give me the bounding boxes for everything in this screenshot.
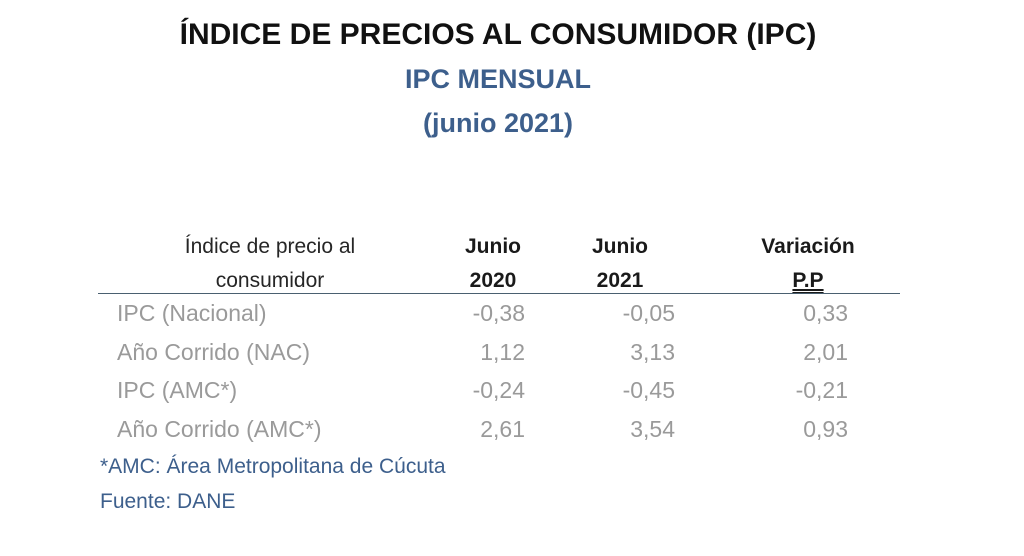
row-value-2021: -0,45 — [622, 377, 675, 403]
row-value-variation: 0,93 — [803, 416, 848, 442]
row-value-2020: -0,38 — [472, 300, 525, 326]
table-row: Año Corrido (NAC) 1,12 3,13 2,01 — [0, 339, 1024, 377]
row-value-2020: 2,61 — [480, 416, 525, 442]
row-label: Año Corrido (NAC) — [117, 339, 310, 365]
amc-footnote: *AMC: Área Metropolitana de Cúcuta — [100, 455, 446, 478]
page-subtitle: IPC MENSUAL — [404, 64, 591, 94]
column-header-label: Índice de precio al consumidor — [120, 230, 420, 298]
row-value-2021: 3,54 — [630, 416, 675, 442]
column-header-june-2020: Junio 2020 — [438, 230, 548, 298]
row-value-2020: -0,24 — [472, 377, 525, 403]
column-header-june-2021-line1: Junio — [592, 235, 648, 258]
row-label: IPC (Nacional) — [117, 300, 267, 326]
period-label: (junio 2021) — [422, 108, 574, 138]
column-header-june-2021-line2: 2021 — [596, 269, 644, 292]
column-header-variation-line2: P.P — [792, 269, 824, 292]
row-label: Año Corrido (AMC*) — [117, 416, 322, 442]
table-row: IPC (AMC*) -0,24 -0,45 -0,21 — [0, 377, 1024, 415]
column-header-june-2021: Junio 2021 — [570, 230, 670, 298]
row-label: IPC (AMC*) — [117, 377, 238, 403]
header-divider — [98, 293, 900, 294]
row-value-2021: 3,13 — [630, 339, 675, 365]
row-value-variation: -0,21 — [795, 377, 848, 403]
column-header-variation: Variación P.P — [728, 230, 888, 298]
row-value-2021: -0,05 — [622, 300, 675, 326]
column-header-variation-line1: Variación — [761, 235, 855, 258]
table-row: Año Corrido (AMC*) 2,61 3,54 0,93 — [0, 416, 1024, 454]
column-header-june-2020-line2: 2020 — [469, 269, 517, 292]
column-header-label-line1: Índice de precio al — [184, 235, 356, 258]
row-value-2020: 1,12 — [480, 339, 525, 365]
table-row: IPC (Nacional) -0,38 -0,05 0,33 — [0, 300, 1024, 338]
source-footnote: Fuente: DANE — [100, 490, 236, 513]
page-title: ÍNDICE DE PRECIOS AL CONSUMIDOR (IPC) — [179, 18, 817, 51]
row-value-variation: 0,33 — [803, 300, 848, 326]
column-header-june-2020-line1: Junio — [465, 235, 521, 258]
column-header-label-line2: consumidor — [215, 269, 325, 292]
row-value-variation: 2,01 — [803, 339, 848, 365]
